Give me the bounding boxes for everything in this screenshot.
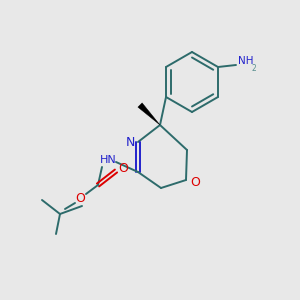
Text: O: O	[190, 176, 200, 188]
Text: HN: HN	[100, 155, 116, 165]
Text: 2: 2	[252, 64, 257, 73]
Polygon shape	[138, 103, 160, 125]
Text: O: O	[75, 191, 85, 205]
Text: NH: NH	[238, 56, 254, 66]
Text: N: N	[125, 136, 135, 148]
Text: O: O	[118, 163, 128, 176]
